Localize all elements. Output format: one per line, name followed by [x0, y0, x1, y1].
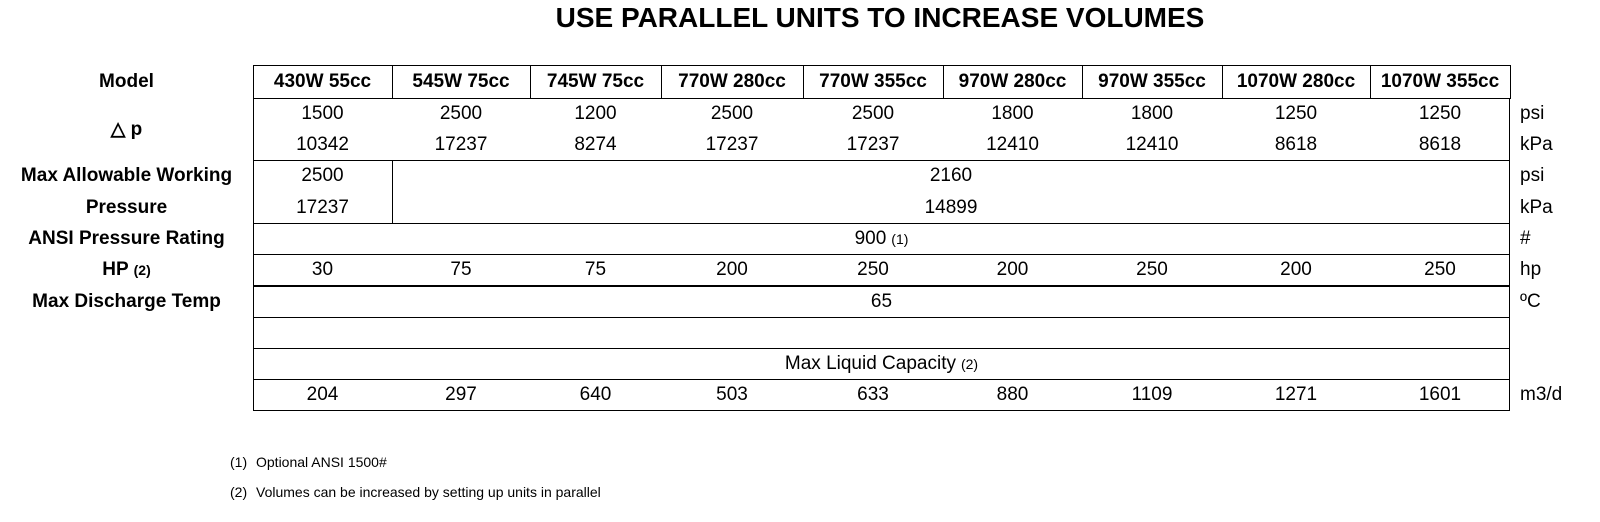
footnote-text: Volumes can be increased by setting up u… — [256, 484, 601, 500]
value: 1250 — [1274, 102, 1318, 124]
footnote-marker: (2) — [230, 484, 248, 500]
footnote-marker: (1) — [230, 454, 248, 470]
row-label: ANSI Pressure Rating — [28, 227, 225, 249]
value: 503 — [716, 383, 748, 405]
value: 297 — [445, 383, 477, 405]
value: 2500 — [301, 164, 344, 186]
row-label: △ p — [110, 118, 143, 140]
row-label: Pressure — [85, 196, 168, 218]
cell-border — [253, 254, 1510, 286]
value: 17237 — [705, 133, 759, 155]
value: 14899 — [924, 196, 978, 218]
value: 1200 — [574, 102, 617, 124]
row-label-text: HP — [102, 258, 129, 280]
value: 1250 — [1418, 102, 1462, 124]
value: 1500 — [301, 102, 344, 124]
value: 75 — [584, 258, 607, 280]
value: 250 — [857, 258, 889, 280]
unit: hp — [1520, 258, 1542, 280]
value: 8618 — [1418, 133, 1462, 155]
value: 2500 — [710, 102, 754, 124]
note-ref: (1) — [891, 230, 909, 247]
model: 1070W 355cc — [1380, 70, 1500, 92]
unit: kPa — [1520, 196, 1553, 218]
value: 12410 — [986, 133, 1039, 155]
value: 17237 — [296, 196, 349, 218]
header-label: Model — [99, 70, 154, 92]
row-label: Max Discharge Temp — [32, 290, 221, 312]
value: 65 — [870, 290, 893, 312]
model: 745W 75cc — [546, 70, 645, 92]
model: 970W 355cc — [1098, 70, 1206, 92]
model: 430W 55cc — [273, 70, 372, 92]
cell-border — [253, 379, 1510, 411]
value: 633 — [857, 383, 889, 405]
unit: kPa — [1520, 133, 1553, 155]
unit: m3/d — [1520, 383, 1563, 405]
value: 1800 — [991, 102, 1034, 124]
value: 200 — [996, 258, 1029, 280]
cell-border — [253, 317, 1510, 349]
value: 200 — [716, 258, 748, 280]
value: 900 (1) — [253, 223, 1510, 254]
value: 17237 — [434, 133, 488, 155]
value: 1271 — [1274, 383, 1318, 405]
unit: ºC — [1520, 290, 1541, 312]
section-label: Max Liquid Capacity (2) — [253, 348, 1510, 379]
value: 30 — [311, 258, 334, 280]
value: 200 — [1280, 258, 1312, 280]
model: 770W 280cc — [678, 70, 786, 92]
footnote-text: Optional ANSI 1500# — [256, 454, 387, 470]
value: 10342 — [296, 133, 349, 155]
section-label-text: Max Liquid Capacity — [784, 352, 956, 374]
row-label: HP (2) — [0, 254, 253, 285]
value: 8274 — [574, 133, 617, 155]
unit: # — [1520, 227, 1531, 249]
value: 8618 — [1274, 133, 1318, 155]
value: 1109 — [1131, 383, 1173, 405]
value: 2500 — [439, 102, 483, 124]
model: 545W 75cc — [412, 70, 510, 92]
unit: psi — [1520, 164, 1545, 186]
value: 17237 — [846, 133, 900, 155]
note-ref: (2) — [133, 261, 151, 278]
unit: psi — [1520, 102, 1545, 124]
value: 1601 — [1418, 383, 1462, 405]
value: 12410 — [1125, 133, 1179, 155]
model: 1070W 280cc — [1236, 70, 1356, 92]
model: 970W 280cc — [958, 70, 1067, 92]
value: 250 — [1424, 258, 1456, 280]
note-ref: (2) — [960, 355, 979, 372]
row-label: Max Allowable Working — [20, 164, 233, 186]
value: 880 — [996, 383, 1029, 405]
value-text: 900 — [854, 227, 887, 249]
value: 75 — [450, 258, 472, 280]
value: 1800 — [1130, 102, 1174, 124]
model: 770W 355cc — [819, 70, 927, 92]
value: 250 — [1136, 258, 1168, 280]
title: USE PARALLEL UNITS TO INCREASE VOLUMES — [555, 2, 1205, 33]
value: 204 — [306, 383, 339, 405]
value: 2500 — [851, 102, 895, 124]
value: 2160 — [929, 164, 973, 186]
value: 640 — [579, 383, 612, 405]
